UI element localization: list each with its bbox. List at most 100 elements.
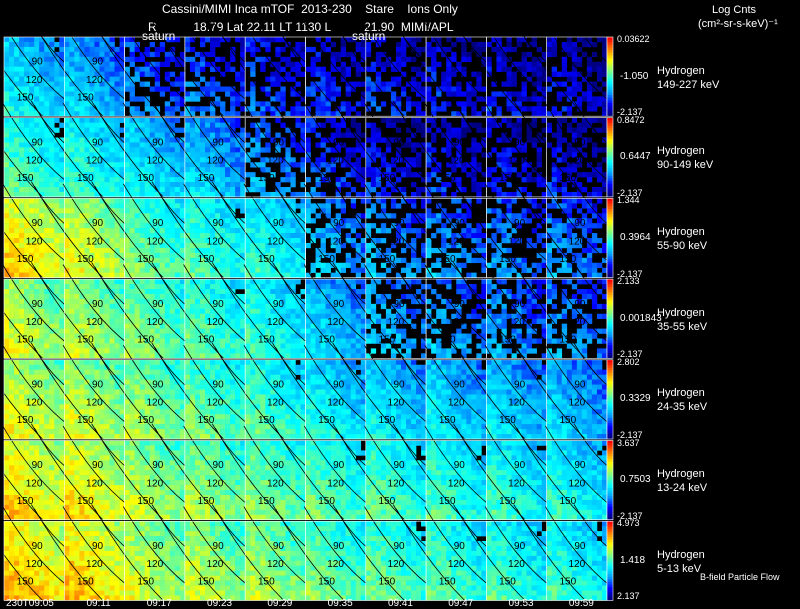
heat-cell <box>280 86 286 92</box>
heat-cell <box>225 66 231 72</box>
heat-cell <box>29 147 35 153</box>
heat-cell <box>561 198 568 204</box>
heat-cell <box>350 117 357 123</box>
heat-cell <box>205 132 211 138</box>
heat-cell <box>476 162 482 168</box>
heat-cell <box>19 208 25 214</box>
heat-cell <box>84 308 90 315</box>
colorbar-segment <box>607 141 613 145</box>
heat-cell <box>426 96 432 102</box>
heat-cell <box>99 343 105 349</box>
heat-cell <box>295 162 301 168</box>
heat-cell <box>9 252 15 259</box>
heat-cell <box>436 272 442 278</box>
heat-cell <box>159 147 166 153</box>
heat-cell <box>375 228 382 234</box>
heat-cell <box>174 142 181 148</box>
heat-cell <box>270 267 276 273</box>
heat-cell <box>124 187 130 193</box>
heat-cell <box>89 242 95 249</box>
heat-cell <box>250 122 256 128</box>
heat-cell <box>179 252 186 259</box>
heat-cell <box>124 101 130 107</box>
heat-cell <box>84 262 90 268</box>
heat-cell <box>486 101 492 107</box>
heat-cell <box>19 172 25 178</box>
heat-cell <box>119 247 125 254</box>
heat-cell <box>184 252 191 259</box>
heat-cell <box>9 172 15 178</box>
heat-cell <box>576 252 583 259</box>
heat-cell <box>471 137 477 143</box>
heat-cell <box>49 318 55 324</box>
heat-cell <box>285 111 291 117</box>
heat-cell <box>69 172 75 178</box>
heat-cell <box>235 122 241 128</box>
colorbar-segment <box>607 232 613 236</box>
heat-cell <box>335 242 341 249</box>
heat-cell <box>89 152 95 158</box>
heat-cell <box>154 318 161 324</box>
heat-cell <box>184 132 191 138</box>
heat-cell <box>74 66 80 72</box>
heat-cell <box>24 86 30 92</box>
heat-cell <box>330 242 336 249</box>
heat-cell <box>466 81 472 87</box>
heat-cell <box>69 323 75 329</box>
heat-cell <box>184 111 191 117</box>
heat-cell <box>184 191 191 198</box>
colorbar-segment <box>607 245 613 249</box>
heat-cell <box>536 252 542 259</box>
heat-cell <box>104 343 110 349</box>
heat-cell <box>571 127 578 133</box>
heat-cell <box>94 177 100 183</box>
heat-cell <box>199 117 206 123</box>
colorbar-segment <box>607 100 613 104</box>
heat-cell <box>94 101 100 107</box>
heat-cell <box>601 257 608 264</box>
heat-cell <box>149 228 156 234</box>
heat-cell <box>596 37 603 43</box>
heat-cell <box>29 267 35 273</box>
heat-cell <box>169 111 176 117</box>
heat-cell <box>265 167 271 173</box>
heat-cell <box>84 101 90 107</box>
heat-cell <box>456 86 462 92</box>
heat-cell <box>14 91 20 97</box>
heat-cell <box>375 152 382 158</box>
heat-cell <box>54 172 60 178</box>
heat-cell <box>104 81 110 87</box>
heat-cell <box>144 203 151 209</box>
heat-cell <box>250 257 256 264</box>
heat-cell <box>34 147 40 153</box>
heat-cell <box>501 213 507 219</box>
heat-cell <box>586 66 593 72</box>
heat-cell <box>320 191 326 198</box>
heat-cell <box>114 122 120 128</box>
heat-cell <box>64 198 70 204</box>
heat-cell <box>194 71 201 77</box>
heat-cell <box>245 262 251 268</box>
heat-cell <box>596 71 603 77</box>
heat-cell <box>210 267 216 273</box>
heat-cell <box>320 101 326 107</box>
heat-cell <box>124 203 130 209</box>
heat-cell <box>14 167 20 173</box>
heat-cell <box>119 279 125 285</box>
heat-cell <box>375 132 382 138</box>
heat-cell <box>124 289 130 295</box>
heat-cell <box>109 293 115 300</box>
heat-cell <box>99 172 105 178</box>
heat-cell <box>516 132 522 138</box>
heat-cell <box>210 162 216 168</box>
heat-cell <box>355 177 362 183</box>
heat-cell <box>129 279 135 285</box>
heat-cell <box>164 198 171 204</box>
heat-cell <box>139 66 145 72</box>
heat-cell <box>109 122 115 128</box>
heat-cell <box>69 313 75 319</box>
heat-cell <box>596 218 603 224</box>
heat-cell <box>109 233 115 239</box>
heat-cell <box>300 132 306 138</box>
heat-cell <box>411 238 417 244</box>
